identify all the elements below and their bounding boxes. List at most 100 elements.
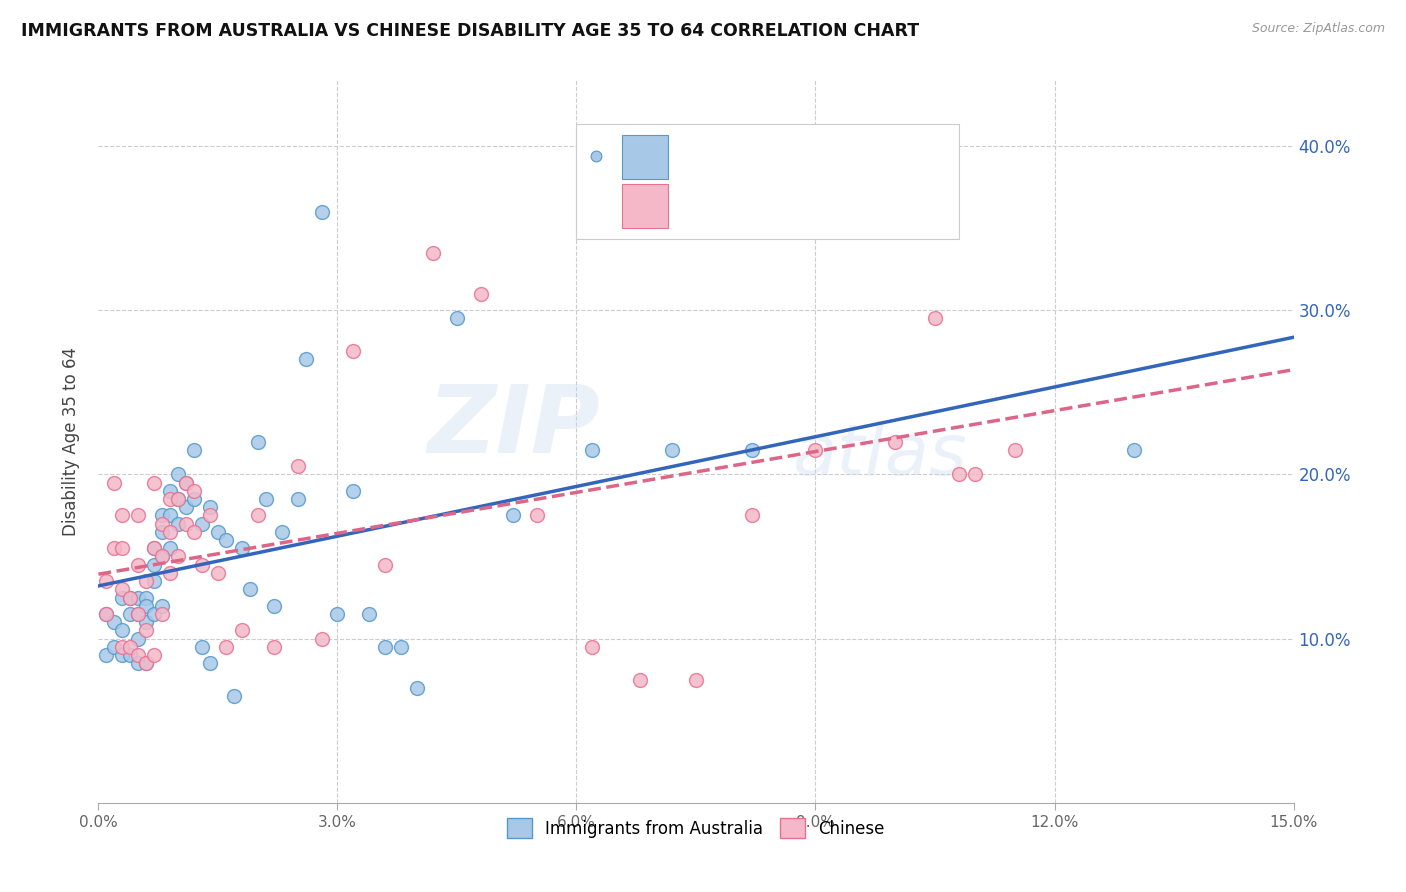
- Point: [127, 648, 149, 662]
- Point: [150, 599, 173, 613]
- Point: [311, 204, 333, 219]
- Point: [174, 516, 197, 531]
- Point: [741, 508, 763, 523]
- Point: [103, 615, 125, 630]
- Point: [120, 648, 142, 662]
- Point: [263, 640, 285, 654]
- Point: [741, 442, 763, 457]
- Point: [159, 483, 181, 498]
- Point: [143, 648, 166, 662]
- Text: Source: ZipAtlas.com: Source: ZipAtlas.com: [1251, 22, 1385, 36]
- Point: [111, 640, 134, 654]
- Point: [581, 442, 603, 457]
- Point: [389, 640, 412, 654]
- Point: [96, 607, 118, 621]
- Point: [406, 681, 429, 695]
- Point: [96, 648, 118, 662]
- Point: [143, 475, 166, 490]
- Point: [167, 467, 190, 482]
- Point: [127, 607, 149, 621]
- Point: [96, 574, 118, 588]
- Point: [207, 524, 229, 539]
- Point: [103, 541, 125, 556]
- Point: [1004, 442, 1026, 457]
- Y-axis label: Disability Age 35 to 64: Disability Age 35 to 64: [62, 347, 80, 536]
- Point: [167, 491, 190, 506]
- Point: [287, 491, 309, 506]
- Point: [159, 566, 181, 580]
- Point: [374, 558, 396, 572]
- Point: [183, 483, 205, 498]
- Point: [127, 558, 149, 572]
- Point: [167, 549, 190, 564]
- Point: [311, 632, 333, 646]
- Point: [661, 442, 683, 457]
- Point: [120, 607, 142, 621]
- Point: [191, 558, 214, 572]
- Point: [246, 434, 269, 449]
- Point: [804, 442, 827, 457]
- Point: [120, 591, 142, 605]
- Point: [135, 624, 157, 638]
- Point: [167, 491, 190, 506]
- Point: [844, 180, 866, 194]
- Point: [884, 434, 907, 449]
- Point: [581, 640, 603, 654]
- Text: ZIP: ZIP: [427, 381, 600, 473]
- Point: [294, 352, 316, 367]
- Point: [254, 491, 277, 506]
- Point: [111, 541, 134, 556]
- Point: [127, 591, 149, 605]
- Point: [159, 541, 181, 556]
- Point: [191, 640, 214, 654]
- Point: [326, 607, 349, 621]
- Point: [135, 657, 157, 671]
- Point: [135, 657, 157, 671]
- Point: [183, 491, 205, 506]
- Point: [111, 591, 134, 605]
- Point: [246, 508, 269, 523]
- Point: [948, 467, 970, 482]
- Point: [120, 640, 142, 654]
- Point: [207, 566, 229, 580]
- Point: [167, 516, 190, 531]
- Point: [231, 541, 253, 556]
- Point: [239, 582, 262, 597]
- Point: [135, 615, 157, 630]
- Point: [150, 549, 173, 564]
- Point: [526, 508, 548, 523]
- Legend: Immigrants from Australia, Chinese: Immigrants from Australia, Chinese: [501, 812, 891, 845]
- Point: [215, 533, 238, 547]
- Point: [215, 640, 238, 654]
- Point: [685, 673, 707, 687]
- Point: [150, 508, 173, 523]
- Point: [143, 574, 166, 588]
- Point: [183, 442, 205, 457]
- Point: [127, 657, 149, 671]
- Point: [127, 632, 149, 646]
- Point: [135, 574, 157, 588]
- Text: atlas: atlas: [792, 422, 966, 491]
- Point: [96, 607, 118, 621]
- Text: IMMIGRANTS FROM AUSTRALIA VS CHINESE DISABILITY AGE 35 TO 64 CORRELATION CHART: IMMIGRANTS FROM AUSTRALIA VS CHINESE DIS…: [21, 22, 920, 40]
- Point: [374, 640, 396, 654]
- Point: [924, 311, 946, 326]
- Point: [198, 657, 221, 671]
- Point: [103, 475, 125, 490]
- Point: [143, 607, 166, 621]
- Point: [143, 541, 166, 556]
- Point: [127, 607, 149, 621]
- Point: [135, 599, 157, 613]
- Point: [143, 541, 166, 556]
- Point: [263, 599, 285, 613]
- Point: [446, 311, 468, 326]
- Point: [422, 245, 444, 260]
- Point: [120, 591, 142, 605]
- Point: [222, 689, 245, 703]
- Point: [150, 607, 173, 621]
- Point: [287, 459, 309, 474]
- Point: [183, 524, 205, 539]
- Point: [159, 491, 181, 506]
- Point: [150, 524, 173, 539]
- Point: [342, 483, 364, 498]
